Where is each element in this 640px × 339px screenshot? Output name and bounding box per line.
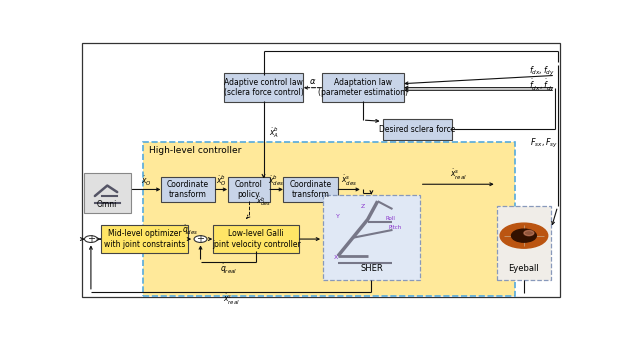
Text: $\dot{x}_O$: $\dot{x}_O$ [141,174,152,188]
Text: $\dot{x}_{des}^s$: $\dot{x}_{des}^s$ [341,173,357,188]
Text: Z: Z [360,204,365,209]
Text: Roll: Roll [385,216,395,221]
Text: $\dot{q}_{real}$: $\dot{q}_{real}$ [220,262,237,276]
Text: $\dot{x}_{real}^s$: $\dot{x}_{real}^s$ [223,292,239,307]
Text: $\dot{f}_{dx}, \dot{f}_{dy}$: $\dot{f}_{dx}, \dot{f}_{dy}$ [529,77,555,93]
FancyBboxPatch shape [322,73,404,102]
Text: SHER: SHER [360,264,383,273]
Text: X: X [333,255,337,260]
Text: $f_{dx}, f_{dy}$: $f_{dx}, f_{dy}$ [529,65,555,78]
Text: $\dot{x}_{des}^b$: $\dot{x}_{des}^b$ [256,196,271,208]
Text: Desired sclera force: Desired sclera force [379,125,456,134]
Text: Low-level Galli
joint velocity controller: Low-level Galli joint velocity controlle… [212,230,300,249]
Text: $\alpha$: $\alpha$ [308,77,316,85]
Text: +: + [196,234,205,244]
Text: +: + [87,234,95,244]
Text: Adaptive control law
(sclera force control): Adaptive control law (sclera force contr… [223,78,303,97]
Text: Control
policy: Control policy [235,180,262,199]
Text: Coordinate
transform: Coordinate transform [289,180,332,199]
Text: Coordinate
transform: Coordinate transform [167,180,209,199]
FancyBboxPatch shape [383,119,452,140]
Text: Adaptation law
(parameter estimation): Adaptation law (parameter estimation) [317,78,408,97]
Text: High-level controller: High-level controller [150,146,242,155]
Circle shape [511,229,536,242]
Text: Eyeball: Eyeball [509,264,540,273]
FancyBboxPatch shape [84,173,131,214]
Text: $\dot{x}_{real}^s$: $\dot{x}_{real}^s$ [450,168,467,182]
FancyBboxPatch shape [497,206,551,280]
FancyBboxPatch shape [161,177,216,202]
Text: $F_{sx}, F_{sy}$: $F_{sx}, F_{sy}$ [529,137,557,150]
FancyBboxPatch shape [224,73,303,102]
FancyBboxPatch shape [323,195,420,280]
FancyBboxPatch shape [228,177,269,202]
Text: $\dot{x}_O^b$: $\dot{x}_O^b$ [216,173,227,188]
Text: $\dot{x}_A^b$: $\dot{x}_A^b$ [269,125,280,140]
Circle shape [500,223,548,248]
Circle shape [524,231,534,236]
Circle shape [194,236,207,242]
Text: $\dot{q}_{des}$: $\dot{q}_{des}$ [182,223,198,237]
FancyBboxPatch shape [143,142,515,297]
FancyBboxPatch shape [212,225,300,253]
FancyBboxPatch shape [284,177,338,202]
Circle shape [84,236,97,242]
FancyBboxPatch shape [101,225,188,253]
Text: Pitch: Pitch [388,225,401,230]
Text: Y: Y [336,214,340,219]
Text: Omni: Omni [97,200,118,209]
Text: $\dot{x}_{des}^b$: $\dot{x}_{des}^b$ [268,173,285,188]
Text: Mid-level optimizer
with joint constraints: Mid-level optimizer with joint constrain… [104,230,185,249]
